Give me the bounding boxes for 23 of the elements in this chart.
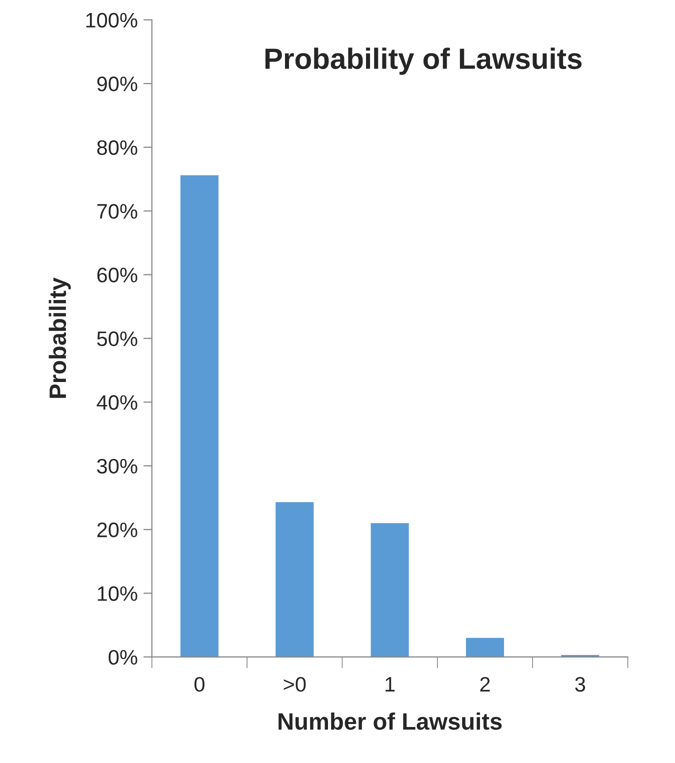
y-tick-label: 20% xyxy=(97,522,138,538)
bar xyxy=(180,175,218,657)
y-tick-label: 30% xyxy=(97,458,138,474)
text: Probability of Lawsuits xyxy=(265,48,582,75)
y-tick-label: 70% xyxy=(97,204,138,219)
y-tick-label: 40% xyxy=(96,395,138,410)
bar xyxy=(370,523,409,657)
bar xyxy=(466,638,504,657)
y-tick-label: 50% xyxy=(97,331,138,346)
x-tick-label: 3 xyxy=(575,676,586,692)
x-tick-label: 2 xyxy=(480,676,490,692)
y-tick-label: 100% xyxy=(86,12,138,28)
y-tick-label: 90% xyxy=(97,76,138,92)
x-tick-label: 0 xyxy=(194,676,204,692)
y-tick-label: 80% xyxy=(97,140,138,156)
y-tick-label: 0% xyxy=(108,650,138,665)
x-axis-title: Number of Lawsuits xyxy=(278,712,502,730)
x-tick-label: >0 xyxy=(284,676,306,692)
y-axis-title: Probability xyxy=(48,278,71,398)
x-tick-label: 1 xyxy=(386,677,395,692)
bar xyxy=(276,502,314,657)
y-tick-label: 60% xyxy=(97,268,138,282)
y-tick-label: 10% xyxy=(98,586,138,601)
